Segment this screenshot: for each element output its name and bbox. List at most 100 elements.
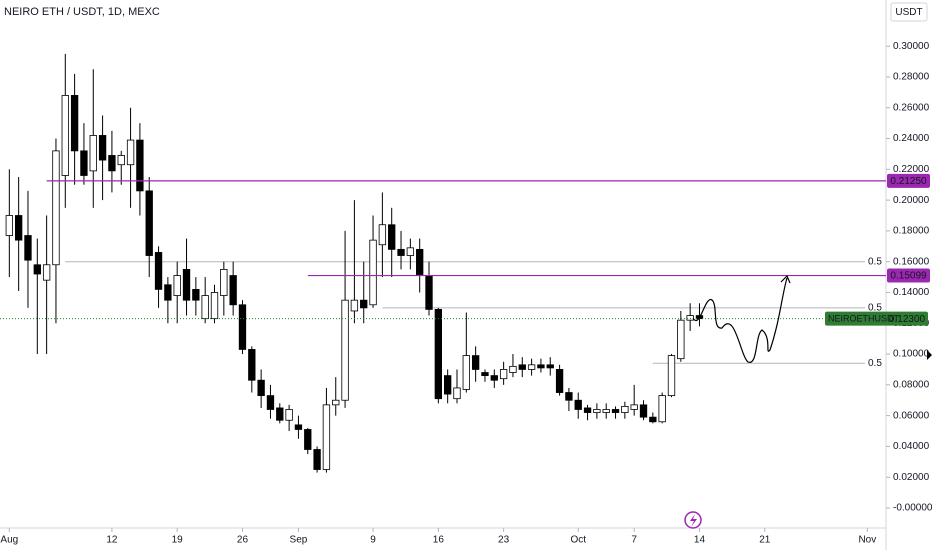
candle-body	[574, 399, 582, 410]
scroll-marker	[927, 350, 932, 360]
y-tick-label: -0.00000	[893, 503, 932, 514]
candle-body	[294, 424, 303, 430]
fib-label: 0.5	[868, 303, 882, 314]
x-tick-label: 21	[759, 535, 771, 546]
candle-body	[490, 375, 498, 381]
x-tick-label: 23	[498, 535, 510, 546]
candle-body	[425, 275, 433, 310]
candle-body	[5, 215, 13, 236]
y-tick-label: 0.06000	[893, 410, 930, 421]
candle-body	[220, 268, 228, 296]
candle-body	[686, 315, 694, 321]
candle-body	[397, 248, 405, 256]
y-tick-label: 0.14000	[893, 287, 930, 298]
chart-title: NEIRO ETH / USDT, 1D, MEXC	[4, 6, 160, 18]
candle-body	[593, 409, 601, 413]
candle-body	[667, 355, 676, 397]
y-tick-label: 0.18000	[893, 226, 930, 237]
candle-body	[499, 369, 508, 380]
currency-box[interactable]	[890, 2, 928, 22]
fib-label: 0.5	[868, 256, 882, 267]
x-tick-label: 9	[370, 535, 376, 546]
candle-body	[136, 139, 144, 192]
x-tick-label: 12	[106, 535, 118, 546]
price-label-box	[825, 311, 928, 326]
level-label: 0.21250	[890, 176, 927, 187]
y-tick-label: 0.22000	[893, 164, 930, 175]
y-tick-label: 0.16000	[893, 256, 930, 267]
hand-drawn-projection	[692, 274, 791, 363]
candle-body	[443, 375, 452, 395]
candle-body	[33, 264, 41, 275]
candle-body	[229, 275, 237, 306]
x-tick-label: 16	[433, 535, 445, 546]
candle-body	[639, 404, 648, 418]
candle-body	[630, 404, 638, 410]
candle-body	[453, 387, 461, 400]
candle-body	[238, 304, 247, 350]
candle-body	[126, 139, 135, 166]
candle-body	[108, 155, 116, 172]
candle-body	[555, 369, 564, 393]
candle-body	[369, 239, 377, 306]
currency-label[interactable]: USDT	[895, 7, 922, 18]
candle-body	[313, 449, 321, 470]
candle-body	[416, 248, 424, 276]
level-label-box	[887, 173, 930, 188]
level-label: 0.15099	[890, 271, 927, 282]
candle-body	[248, 349, 256, 381]
candle-body	[70, 95, 79, 152]
logo-bolt	[690, 514, 697, 527]
candle-body	[509, 365, 517, 373]
candle-body	[611, 409, 620, 413]
y-tick-label: 0.02000	[893, 472, 930, 483]
candle-body	[52, 150, 60, 266]
candle-body	[583, 407, 592, 413]
candle-body	[145, 190, 153, 256]
candle-body	[14, 215, 23, 241]
y-tick-label: 0.24000	[893, 133, 930, 144]
x-tick-label: 14	[694, 535, 706, 546]
candle-body	[266, 395, 275, 410]
candle-body	[164, 284, 172, 301]
y-tick-label: 0.20000	[893, 195, 930, 206]
y-tick-label: 0.30000	[893, 41, 930, 52]
candle-body	[658, 395, 666, 423]
price-line-name: NEIROETHUSDT	[828, 314, 900, 324]
candle-body	[621, 405, 629, 413]
x-tick-label: Aug	[0, 535, 18, 546]
candle-body	[89, 135, 97, 172]
candle-body	[210, 292, 219, 320]
candle-body	[322, 404, 331, 470]
candle-body	[61, 95, 69, 176]
candle-body	[602, 409, 610, 413]
candle-body	[518, 364, 526, 370]
candle-body	[462, 355, 470, 390]
candle-body	[257, 379, 265, 397]
candle-body	[98, 135, 107, 161]
candle-body	[388, 224, 396, 250]
candle-body	[546, 364, 554, 369]
y-tick-label: 0.28000	[893, 72, 930, 83]
y-tick-label: 0.26000	[893, 102, 930, 113]
candle-body	[173, 275, 181, 296]
plot-area: 0.5 0.5 0.5	[0, 53, 886, 473]
candle-body	[677, 319, 685, 360]
x-tick-label: Sep	[290, 535, 308, 546]
candle-body	[332, 399, 340, 406]
candle-body	[304, 429, 312, 450]
candle-body	[378, 224, 387, 246]
candle-body	[434, 309, 443, 400]
candle-body	[471, 355, 480, 370]
x-tick-label: 19	[172, 535, 184, 546]
candle-body	[537, 364, 545, 369]
x-tick-label: Oct	[570, 535, 586, 546]
candle-body	[182, 268, 191, 301]
x-tick-label: 7	[631, 535, 637, 546]
candle-body	[24, 235, 32, 261]
x-tick-label: 26	[237, 535, 249, 546]
candle-body	[80, 150, 88, 176]
y-tick-label: 0.04000	[893, 441, 930, 452]
candle-body	[117, 155, 125, 166]
